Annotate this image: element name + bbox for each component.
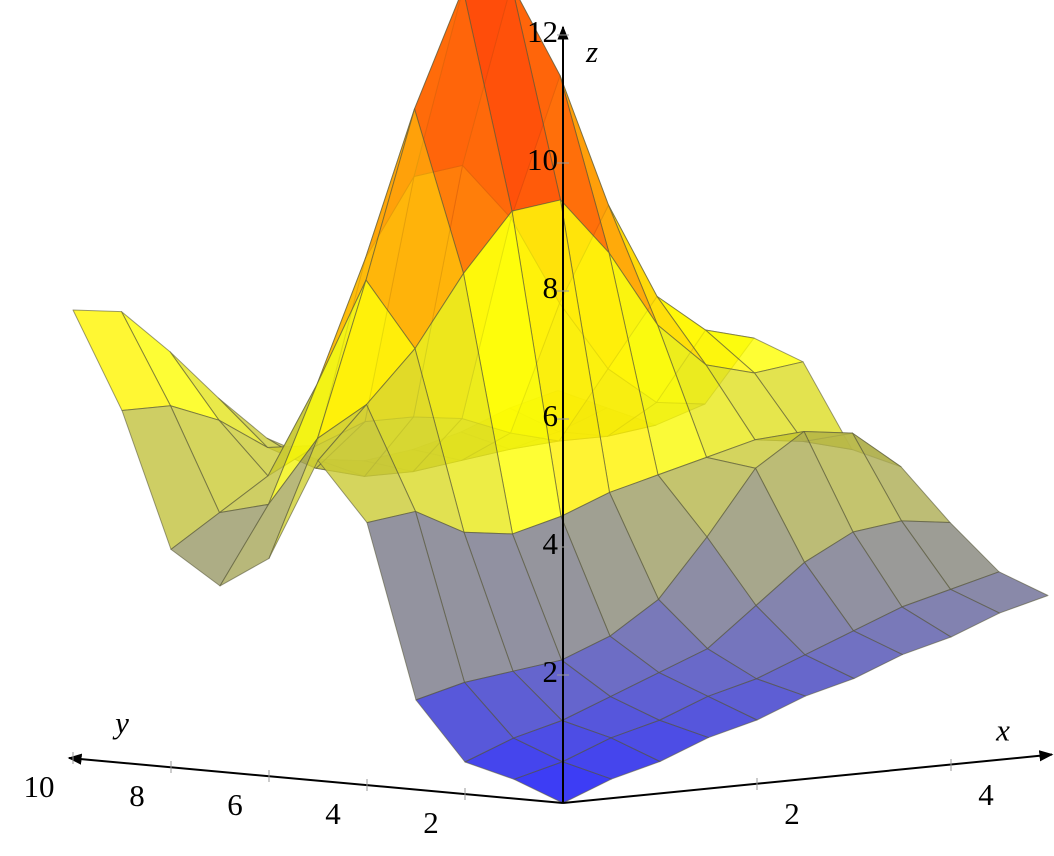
z-tick-label: 6 (543, 398, 559, 433)
z-tick-label: 4 (543, 526, 559, 561)
x-tick-label: 4 (978, 777, 994, 812)
y-tick-label: 2 (423, 805, 439, 840)
x-tick-label: 2 (784, 796, 800, 831)
z-tick-label: 12 (527, 14, 558, 49)
z-tick-label: 10 (527, 142, 558, 177)
y-axis (67, 753, 564, 804)
z-tick-label: 2 (543, 654, 559, 689)
x-axis-label: x (995, 713, 1010, 748)
y-tick-label: 4 (325, 796, 341, 831)
y-tick-label: 6 (227, 787, 243, 822)
y-axis-label: y (112, 705, 129, 740)
z-tick-label: 8 (543, 270, 559, 305)
z-axis-label: z (585, 34, 598, 69)
y-tick-label: 8 (129, 778, 145, 813)
y-tick-label: 10 (24, 769, 55, 804)
x-axis (562, 750, 1054, 804)
